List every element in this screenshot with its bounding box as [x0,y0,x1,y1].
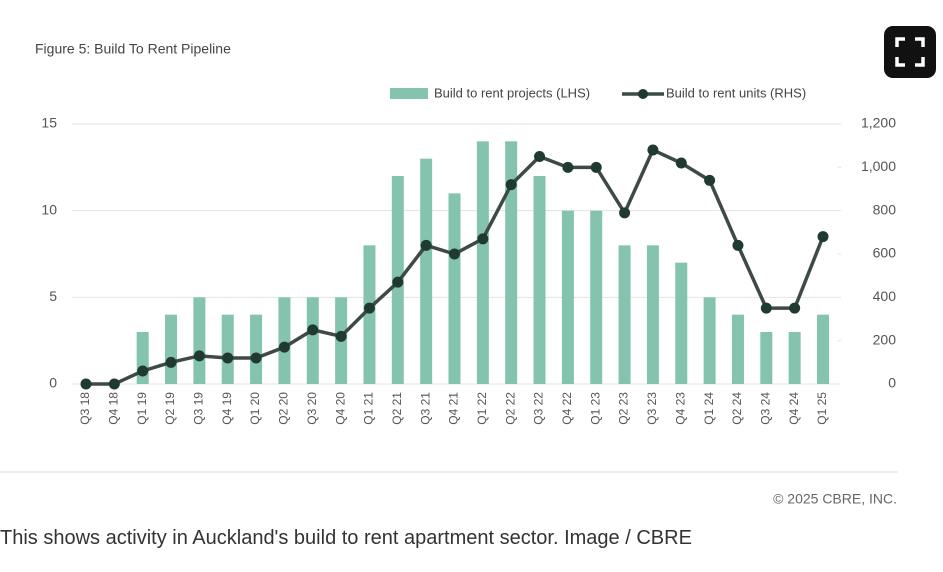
y2-tick-label: 600 [873,245,897,261]
marker [562,161,574,173]
x-tick-label: Q2 19 [163,392,177,425]
marker [590,161,602,173]
x-tick-label: Q3 20 [305,392,319,425]
bar [278,297,291,384]
x-tick-label: Q2 22 [503,392,517,425]
x-tick-label: Q4 23 [673,392,687,425]
y2-tick-label: 200 [873,331,897,347]
x-tick-label: Q2 23 [617,392,631,425]
bar [476,141,489,384]
bar [731,314,744,384]
marker [165,356,177,368]
bar [817,314,829,384]
marker [619,207,631,219]
bar [420,158,433,384]
y2-tick-label: 0 [888,375,896,391]
marker [675,157,687,169]
x-tick-label: Q1 25 [815,392,829,425]
chart: Figure 5: Build To Rent Pipeline © 2025 … [0,41,898,507]
marker [704,174,716,186]
marker [193,350,205,362]
marker [534,151,546,162]
chart-title: Figure 5: Build To Rent Pipeline [35,41,231,57]
x-tick-label: Q1 24 [702,392,716,425]
credit: © 2025 CBRE, INC. [773,491,897,507]
marker [420,239,432,251]
marker [307,324,319,336]
fullscreen-icon [895,37,925,67]
bar [505,141,518,384]
marker [449,248,460,260]
bar [646,245,659,384]
bar [760,332,773,384]
y2-tick-label: 1,000 [861,158,896,174]
marker [80,378,92,390]
bar [590,210,603,384]
y-tick-label: 10 [41,201,57,217]
legend-marker [638,89,648,99]
x-tick-label: Q1 19 [135,392,149,425]
legend-label: Build to rent units (RHS) [666,85,806,100]
x-tick-label: Q3 24 [758,392,772,425]
y-tick-label: 5 [49,288,57,304]
y-tick-label: 0 [49,375,57,391]
bar [193,297,206,384]
marker [108,378,120,390]
y2-tick-label: 800 [873,201,897,217]
bar [561,210,574,384]
marker [817,231,829,243]
marker [137,365,149,377]
marker [335,330,347,342]
x-tick-label: Q4 22 [560,392,574,425]
x-tick-label: Q1 20 [248,392,262,425]
x-tick-label: Q1 22 [475,392,489,425]
marker [250,352,262,364]
x-tick-label: Q3 18 [78,392,92,425]
legend-label: Build to rent projects (LHS) [434,85,590,100]
marker [477,233,489,245]
x-tick-label: Q4 21 [447,392,461,425]
bar [703,297,716,384]
marker [647,144,659,156]
x-tick-label: Q4 18 [107,392,121,425]
marker [278,341,290,353]
x-tick-label: Q2 21 [390,392,404,425]
x-tick-label: Q2 24 [730,392,744,425]
y2-tick-label: 400 [873,288,897,304]
marker [222,352,234,364]
bar [363,245,376,384]
legend-swatch [390,88,428,99]
x-tick-label: Q3 22 [532,392,546,425]
x-tick-label: Q1 21 [362,392,376,425]
x-tick-label: Q3 19 [192,392,206,425]
bar [618,245,631,384]
marker [392,276,404,288]
bar [165,314,178,384]
y-tick-label: 15 [41,115,57,131]
marker [760,302,772,314]
fullscreen-button[interactable] [884,26,936,78]
x-tick-label: Q2 20 [277,392,291,425]
x-tick-label: Q4 20 [333,392,347,425]
marker [789,302,801,314]
marker [732,239,744,251]
x-tick-label: Q4 24 [787,392,801,425]
bar [675,262,688,384]
x-tick-label: Q1 23 [588,392,602,425]
bar [306,297,319,384]
bar [250,314,263,384]
caption: This shows activity in Auckland's build … [0,527,692,549]
x-tick-label: Q3 21 [418,392,432,425]
bar [533,176,546,384]
bar [788,332,801,384]
x-tick-label: Q4 19 [220,392,234,425]
x-tick-label: Q3 23 [645,392,659,425]
bar [221,314,234,384]
marker [505,179,517,191]
bar [448,193,461,384]
marker [363,302,375,314]
y2-tick-label: 1,200 [861,115,896,131]
